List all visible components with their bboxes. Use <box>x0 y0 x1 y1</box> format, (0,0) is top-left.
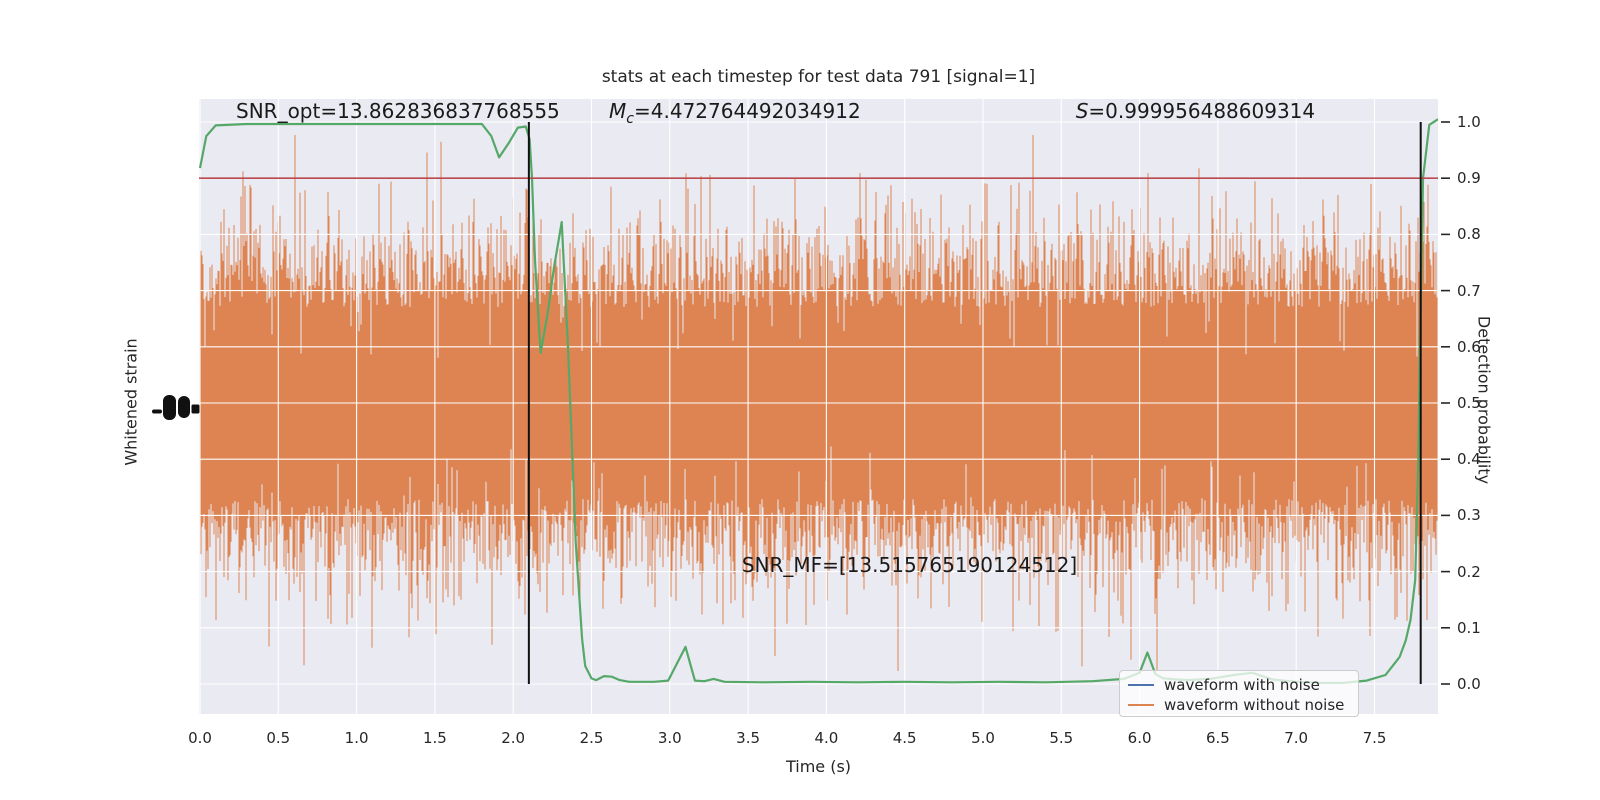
y-tick-label-0.2: 0.2 <box>1457 562 1481 581</box>
y-tick-label-0.7: 0.7 <box>1457 281 1481 300</box>
y-tick-label-0.0: 0.0 <box>1457 675 1481 693</box>
right-axis-tick-marks <box>1441 121 1450 685</box>
legend-label: waveform without noise <box>1164 696 1345 714</box>
x-tick-label-4.0: 4.0 <box>814 729 839 747</box>
annotation-text: SNR_opt=13.862836837768555 <box>236 98 560 123</box>
y-tick-label-0.1: 0.1 <box>1457 618 1481 637</box>
annotation-variable: S <box>1075 98 1089 123</box>
y-tick-label-0.3: 0.3 <box>1457 506 1481 525</box>
annotation-snr-mf: SNR_MF=[13.515765190124512] <box>742 553 1077 577</box>
legend: waveform with noise waveform without nois… <box>1119 670 1359 717</box>
x-tick-label-1.5: 1.5 <box>422 729 447 747</box>
x-tick-label-5.0: 5.0 <box>971 729 995 747</box>
y-tick-label-0.8: 0.8 <box>1457 225 1481 244</box>
x-tick-label-2.5: 2.5 <box>579 729 604 747</box>
annotation-subscript: c <box>626 110 634 127</box>
strain-tick-blob <box>152 395 200 420</box>
x-tick-label-0.5: 0.5 <box>266 729 291 747</box>
x-tick-label-6.5: 6.5 <box>1205 729 1230 747</box>
x-axis-label: Time (s) <box>785 757 852 776</box>
y-tick-label-0.4: 0.4 <box>1457 450 1481 469</box>
annotation-variable: M <box>609 98 627 123</box>
x-tick-label-3.5: 3.5 <box>736 729 761 747</box>
x-tick-label-0.0: 0.0 <box>188 729 212 747</box>
x-tick-label-2.0: 2.0 <box>501 729 526 747</box>
annotation-text: =4.472764492034912 <box>634 98 861 123</box>
y-tick-label-0.9: 0.9 <box>1457 169 1481 188</box>
annotation-text: =0.999956488609314 <box>1088 98 1316 123</box>
y-tick-label-0.5: 0.5 <box>1457 394 1481 412</box>
y-tick-label-1.0: 1.0 <box>1457 113 1481 131</box>
legend-label: waveform with noise <box>1164 676 1320 694</box>
y-tick-label-0.6: 0.6 <box>1457 337 1481 356</box>
x-tick-label-7.5: 7.5 <box>1362 729 1387 747</box>
chart-title: stats at each timestep for test data 791… <box>601 67 1036 87</box>
x-tick-label-7.0: 7.0 <box>1284 729 1309 747</box>
legend-line-swatch <box>1128 684 1154 686</box>
legend-item-1: waveform without noise <box>1128 695 1350 715</box>
annotation-snr-opt: SNR_opt=13.862836837768555 <box>236 99 560 123</box>
annotation-significance: S=0.999956488609314 <box>1076 99 1315 123</box>
annotation-text: SNR_MF=[13.515765190124512] <box>741 553 1078 578</box>
x-tick-label-6.0: 6.0 <box>1127 729 1152 747</box>
legend-item-0: waveform with noise <box>1128 675 1350 695</box>
x-tick-label-4.5: 4.5 <box>892 729 917 747</box>
x-tick-label-1.0: 1.0 <box>344 729 369 747</box>
x-tick-label-5.5: 5.5 <box>1049 729 1074 747</box>
left-y-axis-label: Whitened strain <box>121 338 141 466</box>
legend-line-swatch <box>1128 704 1154 706</box>
x-tick-label-3.0: 3.0 <box>657 729 682 747</box>
annotation-chirp-mass: Mc=4.472764492034912 <box>609 99 861 131</box>
